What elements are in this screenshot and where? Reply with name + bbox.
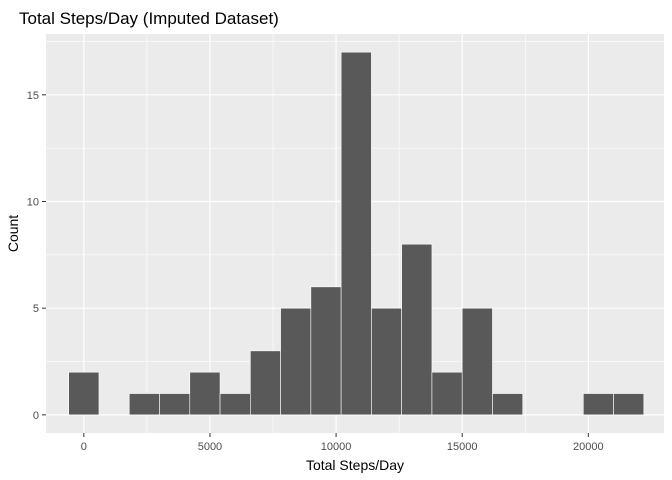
histogram-bar (492, 393, 524, 416)
histogram-bar (461, 307, 493, 416)
histogram-bar (219, 393, 251, 416)
x-axis-title: Total Steps/Day (306, 457, 404, 473)
histogram-bar (68, 371, 100, 416)
histogram-bar (613, 393, 645, 416)
x-tick-label: 15000 (447, 441, 478, 453)
histogram-bar (189, 371, 221, 416)
histogram-bar (431, 371, 463, 416)
y-tick-label: 15 (27, 90, 39, 102)
y-axis-ticks: 0 5 10 15 (27, 90, 46, 422)
histogram-bar (280, 307, 312, 416)
x-tick-label: 10000 (321, 441, 352, 453)
y-tick-label: 0 (33, 410, 39, 422)
x-axis-ticks: 0 5000 10000 15000 20000 (81, 433, 604, 453)
histogram-bars (68, 51, 645, 416)
histogram-bar (159, 393, 191, 416)
histogram-bar (340, 51, 372, 416)
x-tick-label: 5000 (198, 441, 222, 453)
histogram-bar (128, 393, 160, 416)
histogram-bar (310, 286, 342, 416)
y-tick-label: 10 (27, 196, 39, 208)
x-tick-label: 0 (81, 441, 87, 453)
histogram-bar (582, 393, 614, 416)
x-tick-label: 20000 (573, 441, 604, 453)
histogram-bar (371, 307, 402, 416)
y-tick-label: 5 (33, 303, 39, 315)
histogram-bar (250, 350, 281, 416)
y-axis-title: Count (5, 215, 21, 252)
histogram-bar (401, 243, 433, 416)
chart-title: Total Steps/Day (Imputed Dataset) (19, 9, 279, 28)
